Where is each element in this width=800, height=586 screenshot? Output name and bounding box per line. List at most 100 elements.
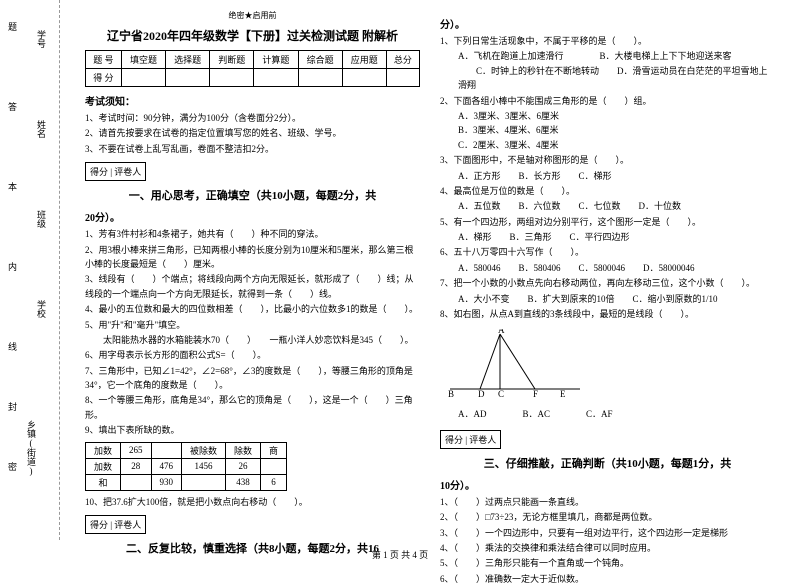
score-table: 题 号 填空题 选择题 判断题 计算题 综合题 应用题 总分 得 分 <box>85 50 420 87</box>
svg-text:A: A <box>498 329 505 335</box>
question: 4、最小的五位数和最大的四位数相差（ ），比最小的六位数多1的数是（ ）。 <box>85 302 420 316</box>
td: 得 分 <box>86 69 122 87</box>
table-row: 加数265 被除数除数商 <box>86 442 287 458</box>
svg-text:B: B <box>448 389 454 399</box>
td: 265 <box>121 442 152 458</box>
th: 判断题 <box>210 51 254 69</box>
table-row: 和9304386 <box>86 474 287 490</box>
seal-char: 内 <box>8 260 17 273</box>
scorebox: 得分 | 评卷人 <box>85 515 146 534</box>
td: 商 <box>261 442 287 458</box>
options: A．正方形 B．长方形 C．梯形 <box>440 169 775 183</box>
confidential-label: 绝密★启用前 <box>85 10 420 21</box>
td <box>182 474 226 490</box>
table-row: 得 分 <box>86 69 420 87</box>
question: 4、最高位是万位的数是（ ）。 <box>440 184 775 198</box>
svg-text:C: C <box>498 389 504 399</box>
svg-text:F: F <box>533 389 538 399</box>
options: A．大小不变 B．扩大到原来的10倍 C．缩小到原数的1/10 <box>440 292 775 306</box>
question: 2、（ ）□73÷23，无论方框里填几，商都是两位数。 <box>440 510 775 524</box>
section3-title: 三、仔细推敲，正确判断（共10小题，每题1分，共 <box>440 455 775 471</box>
th: 计算题 <box>254 51 298 69</box>
question: 2、用3根小棒来拼三角形，已知两根小棒的长度分别为10厘米和5厘米，那么第三根小… <box>85 243 420 272</box>
side-label-town: 乡镇(街道) <box>25 420 38 476</box>
binding-sidebar: 学号 姓名 班级 学校 乡镇(街道) 题 答 本 内 线 封 密 <box>0 0 60 540</box>
td <box>210 69 254 87</box>
question: 1、下列日常生活现象中，不属于平移的是（ ）。 <box>440 34 775 48</box>
td: 加数 <box>86 458 121 474</box>
seal-char: 密 <box>8 460 17 473</box>
options: A．梯形 B．三角形 C．平行四边形 <box>440 230 775 244</box>
question: 5、用"升"和"毫升"填空。 <box>85 318 420 332</box>
td: 加数 <box>86 442 121 458</box>
td: 28 <box>121 458 152 474</box>
geometry-diagram: A B D C F E <box>440 329 590 399</box>
seal-char: 线 <box>8 340 17 353</box>
question: 9、填出下表所缺的数。 <box>85 423 420 437</box>
question: 6、（ ）准确数一定大于近似数。 <box>440 572 775 586</box>
options: A．五位数 B．六位数 C．七位数 D．十位数 <box>440 199 775 213</box>
question: 6、五十八万零四十六写作（ ）。 <box>440 245 775 259</box>
td: 930 <box>151 474 182 490</box>
td <box>254 69 298 87</box>
th: 填空题 <box>121 51 165 69</box>
th: 选择题 <box>166 51 210 69</box>
seal-char: 题 <box>8 20 17 33</box>
question: 1、（ ）过两点只能画一条直线。 <box>440 495 775 509</box>
question: 8、如右图，从点A到直线的3条线段中，最短的是线段（ ）。 <box>440 307 775 321</box>
page-container: 学号 姓名 班级 学校 乡镇(街道) 题 答 本 内 线 封 密 绝密★启用前 … <box>0 0 800 540</box>
column-right: 分）。 1、下列日常生活现象中，不属于平移的是（ ）。 A．飞机在跑道上加速滑行… <box>430 10 785 530</box>
score-label: 得分 | 评卷人 <box>86 163 146 181</box>
td <box>386 69 419 87</box>
notice-title: 考试须知： <box>85 93 420 108</box>
question: 10、把37.6扩大100倍，就是把小数点向右移动（ ）。 <box>85 495 420 509</box>
question: 3、（ ）一个四边形中，只要有一组对边平行，这个四边形一定是梯形 <box>440 526 775 540</box>
question: 3、下面图形中，不是轴对称图形的是（ ）。 <box>440 153 775 167</box>
scorebox: 得分 | 评卷人 <box>85 162 146 181</box>
td: 1456 <box>182 458 226 474</box>
scorebox: 得分 | 评卷人 <box>440 430 501 449</box>
column-left: 绝密★启用前 辽宁省2020年四年级数学【下册】过关检测试题 附解析 题 号 填… <box>75 10 430 530</box>
question: 7、三角形中，已知∠1=42°，∠2=68°，∠3的度数是（ ），等腰三角形的顶… <box>85 364 420 393</box>
question: 3、线段有（ ）个端点；将线段向两个方向无限延长，就形成了（ ）线；从线段的一个… <box>85 272 420 301</box>
section2-title2: 分）。 <box>440 16 775 31</box>
table-row: 加数28476145626 <box>86 458 287 474</box>
td <box>121 69 165 87</box>
section1-title: 一、用心思考，正确填空（共10小题，每题2分，共 <box>85 187 420 203</box>
seal-char: 答 <box>8 100 17 113</box>
svg-text:E: E <box>560 389 566 399</box>
notice-item: 1、考试时间：90分钟，满分为100分（含卷面分2分）。 <box>85 111 420 125</box>
section3-title2: 10分）。 <box>440 477 775 492</box>
content-area: 绝密★启用前 辽宁省2020年四年级数学【下册】过关检测试题 附解析 题 号 填… <box>60 0 800 540</box>
page-footer: 第 1 页 共 4 页 <box>0 548 800 561</box>
td: 476 <box>151 458 182 474</box>
side-label-id: 学号 <box>35 30 48 48</box>
question-sub: 太阳能热水器的水箱能装水70（ ） 一瓶小洋人妙恋饮料是345（ ）。 <box>85 333 420 347</box>
td: 438 <box>226 474 261 490</box>
th: 总分 <box>386 51 419 69</box>
notice-item: 2、请首先按要求在试卷的指定位置填写您的姓名、班级、学号。 <box>85 126 420 140</box>
td <box>166 69 210 87</box>
td <box>121 474 152 490</box>
question: 1、芳有3件村衫和4条裙子，她共有（ ）种不同的穿法。 <box>85 227 420 241</box>
td <box>298 69 342 87</box>
options: A．AD B．AC C．AF <box>440 407 775 421</box>
question: 2、下面各组小棒中不能围成三角形的是（ ）组。 <box>440 94 775 108</box>
seal-char: 本 <box>8 180 17 193</box>
options: A．3厘米、3厘米、6厘米 B．3厘米、4厘米、6厘米 C．2厘米、3厘米、4厘… <box>440 109 775 152</box>
question: 7、把一个小数的小数点先向右移动两位，再向左移动三位，这个小数（ ）。 <box>440 276 775 290</box>
td: 6 <box>261 474 287 490</box>
th: 题 号 <box>86 51 122 69</box>
options: A．580046 B．580406 C．5800046 D．58000046 <box>440 261 775 275</box>
score-label: 得分 | 评卷人 <box>441 430 501 448</box>
side-label-school: 学校 <box>35 300 48 318</box>
seal-char: 封 <box>8 400 17 413</box>
data-table: 加数265被除数除数商 加数28476145626 和9304386 <box>85 442 287 491</box>
td: 被除数 <box>182 442 226 458</box>
td: 除数 <box>226 442 261 458</box>
th: 应用题 <box>342 51 386 69</box>
td <box>261 458 287 474</box>
options: A．飞机在跑道上加速滑行 B．大楼电梯上上下下地迎送来客 C．时钟上的秒针在不断… <box>440 49 775 92</box>
side-label-name: 姓名 <box>35 120 48 138</box>
th: 综合题 <box>298 51 342 69</box>
